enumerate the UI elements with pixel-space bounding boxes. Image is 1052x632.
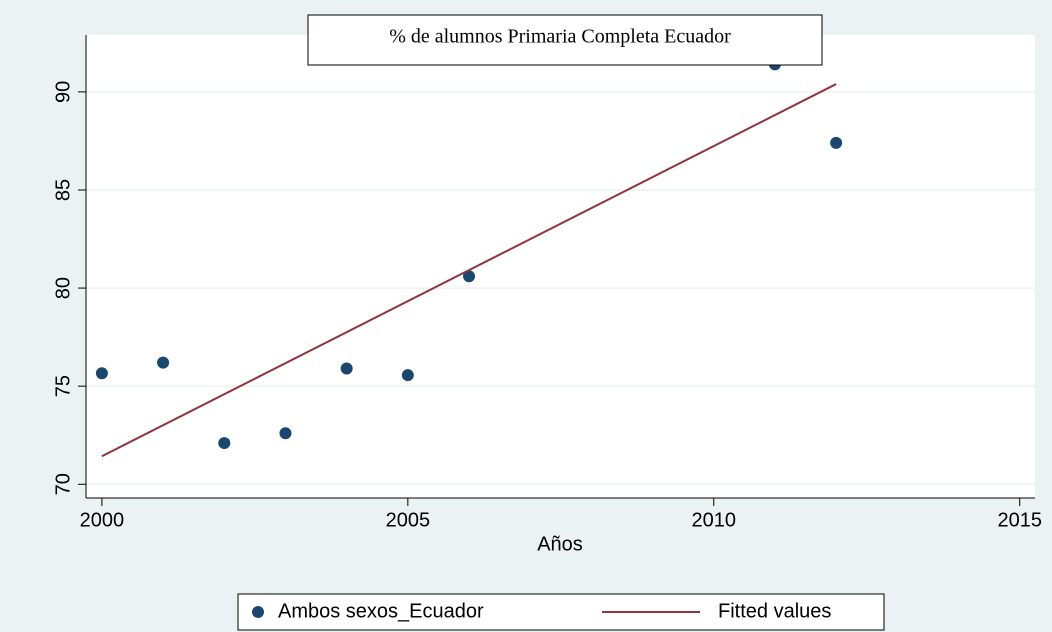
- chart-title: % de alumnos Primaria Completa Ecuador: [389, 26, 731, 48]
- y-tick-label: 85: [52, 179, 74, 201]
- y-tick-label: 80: [52, 277, 74, 299]
- y-tick-label: 70: [52, 473, 74, 495]
- point: [340, 362, 353, 375]
- legend-label: Ambos sexos_Ecuador: [278, 600, 484, 622]
- point: [401, 369, 414, 382]
- x-tick-label: 2015: [997, 509, 1042, 531]
- y-tick-label: 90: [52, 81, 74, 103]
- x-tick-label: 2000: [80, 509, 125, 531]
- y-tick-label: 75: [52, 375, 74, 397]
- plot-area: [86, 35, 1035, 498]
- legend-swatch: [252, 606, 264, 618]
- legend-label: Fitted values: [718, 600, 831, 622]
- x-tick-label: 2010: [692, 509, 737, 531]
- title-box: [307, 14, 823, 66]
- fitted-line: [101, 83, 837, 458]
- x-axis-label: Años: [537, 533, 583, 555]
- point: [830, 136, 843, 149]
- point: [463, 270, 476, 283]
- point: [218, 437, 231, 450]
- x-tick-label: 2005: [386, 509, 431, 531]
- point: [95, 367, 108, 380]
- point: [157, 356, 170, 369]
- legend: [237, 593, 885, 631]
- point: [279, 427, 292, 440]
